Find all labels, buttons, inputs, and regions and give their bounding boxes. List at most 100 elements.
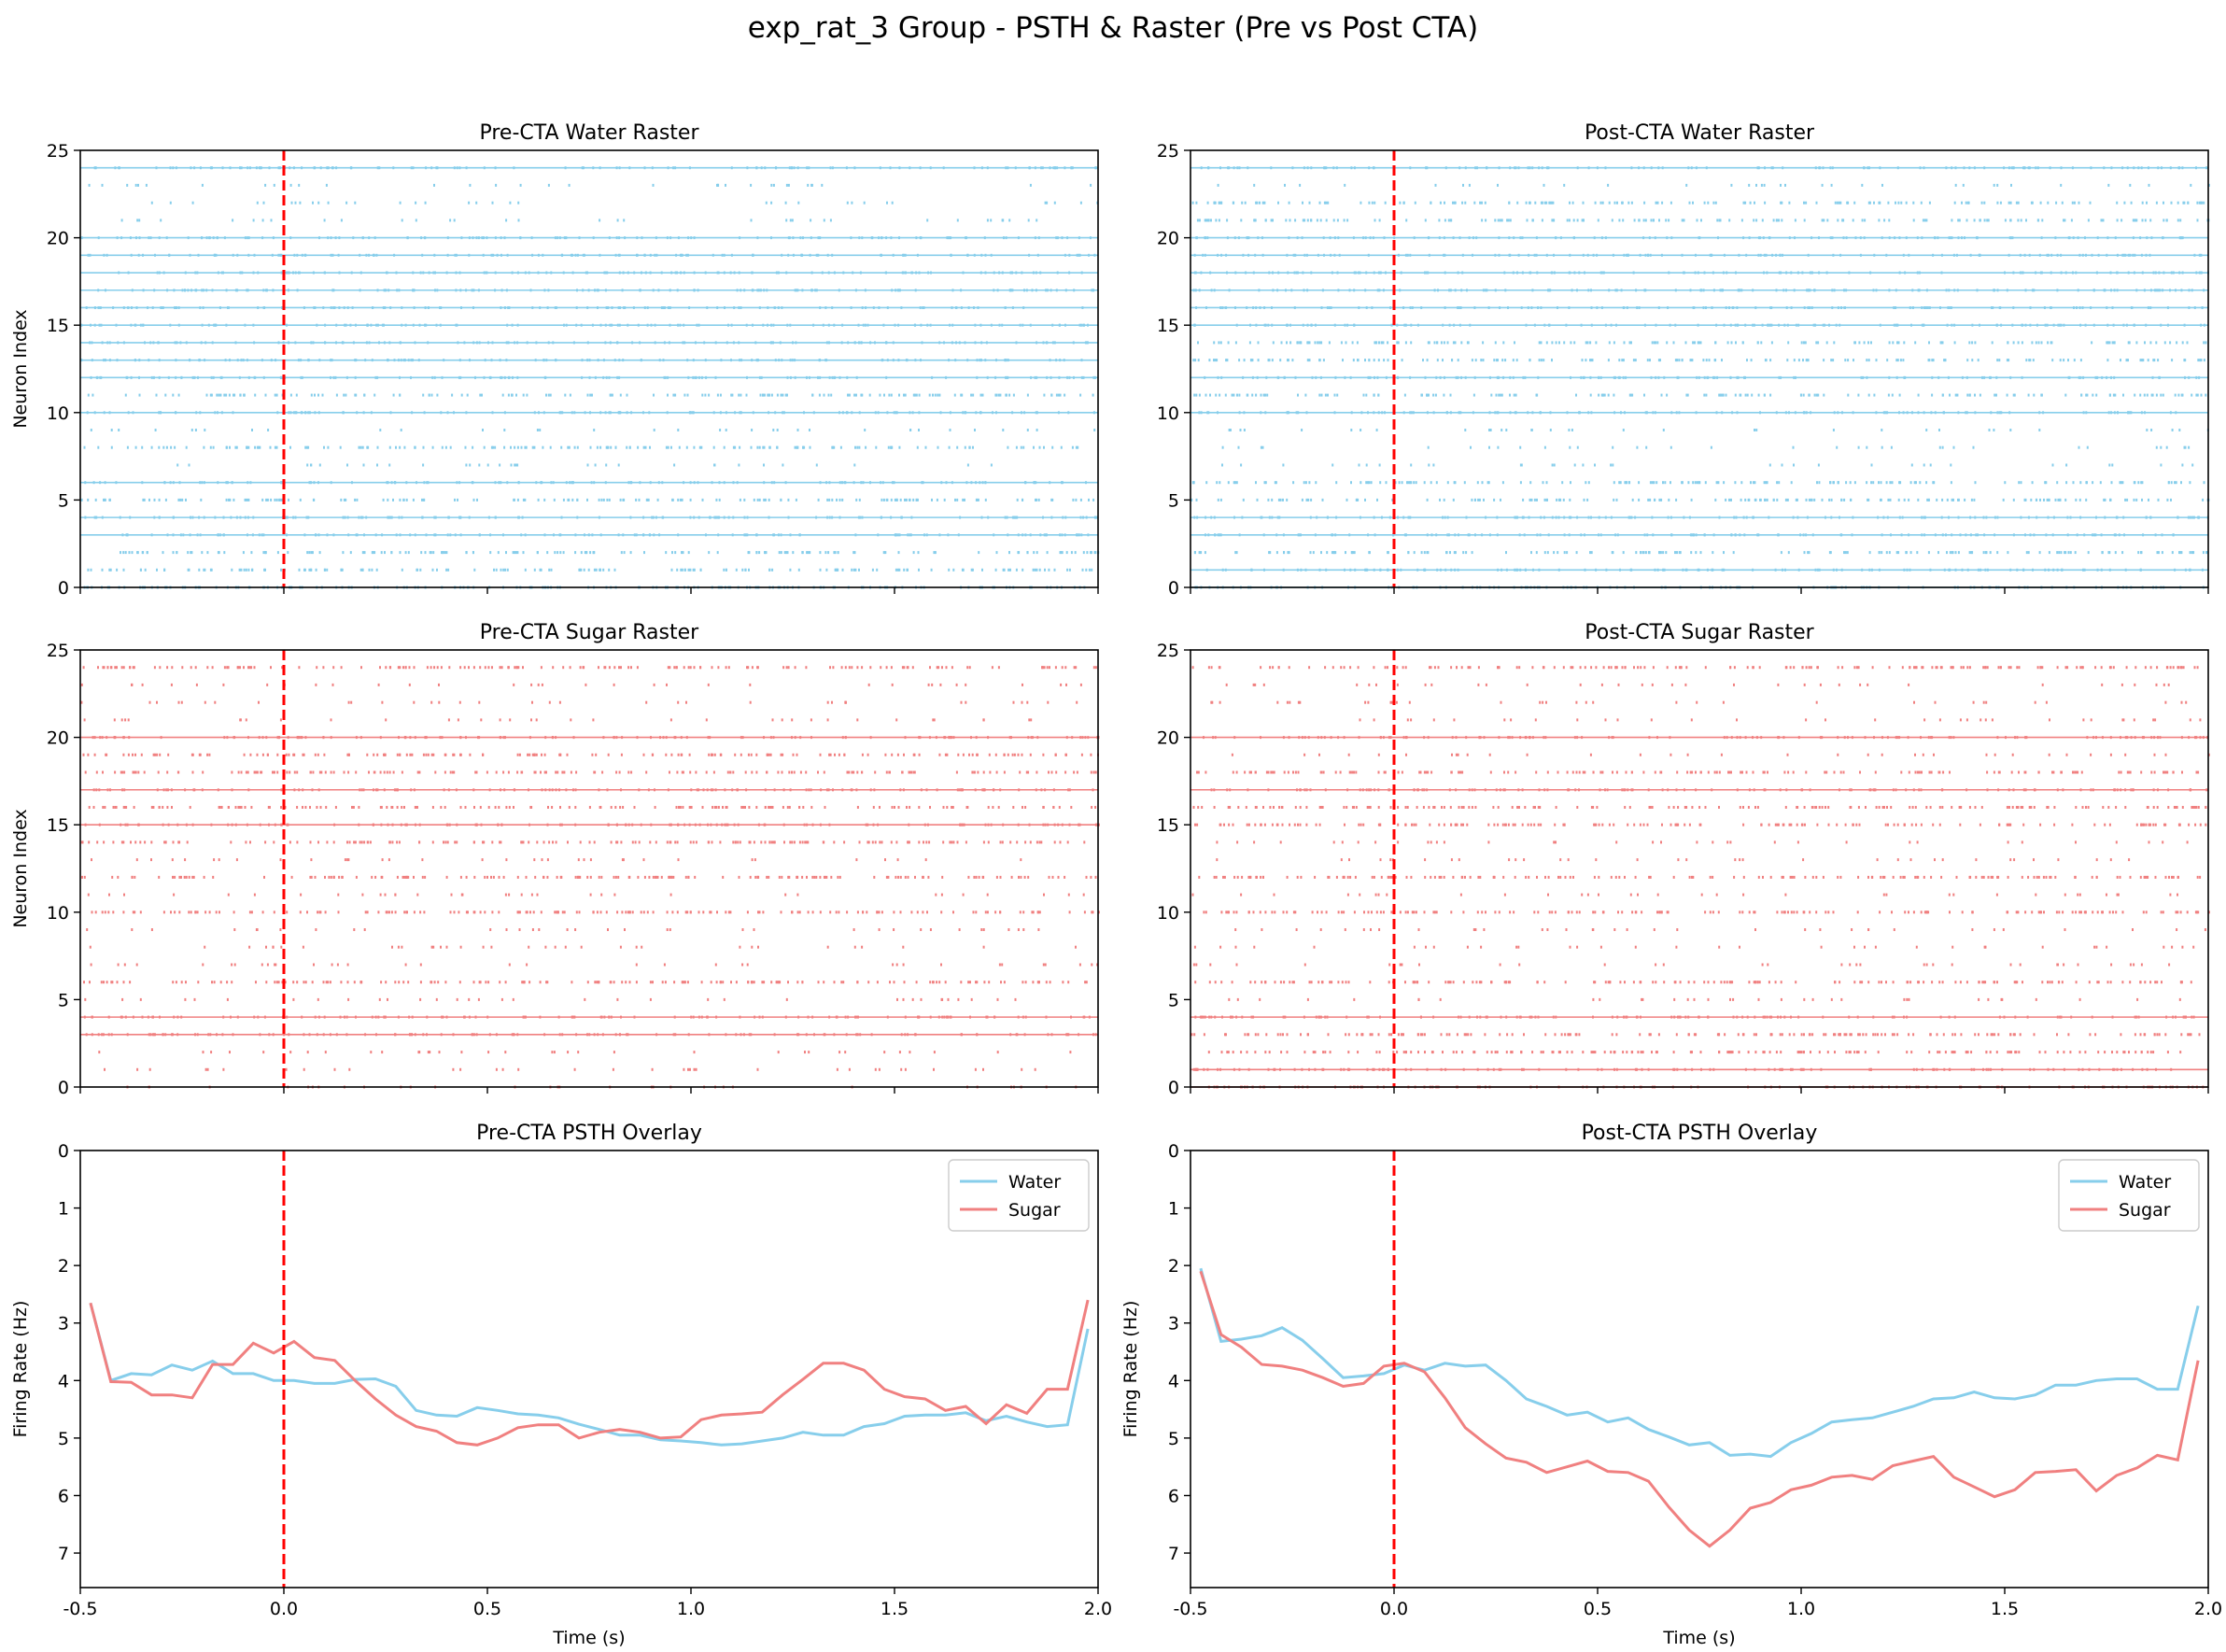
spike-mark — [734, 445, 737, 449]
spike-mark — [210, 375, 213, 379]
spike-mark — [1945, 166, 1948, 170]
spike-mark — [89, 341, 92, 345]
spike-mark — [1768, 515, 1770, 519]
spike-mark — [1049, 166, 1051, 170]
spike-mark — [2179, 551, 2182, 555]
spike-mark — [1042, 341, 1045, 345]
spike-mark — [1799, 533, 1802, 537]
spike-mark — [1077, 533, 1079, 537]
spike-mark — [252, 219, 255, 222]
spike-mark — [966, 463, 969, 467]
spike-mark — [1267, 323, 1270, 327]
spike-mark — [318, 463, 321, 467]
spike-mark — [1331, 551, 1333, 555]
spike-mark — [706, 306, 709, 309]
spike-mark — [955, 341, 957, 345]
sparse-row-21 — [120, 219, 1038, 222]
spike-mark — [2157, 498, 2160, 501]
spike-mark — [697, 515, 700, 519]
spike-mark — [788, 166, 791, 170]
spike-mark — [592, 551, 595, 555]
spike-mark — [1283, 551, 1286, 555]
spike-mark — [412, 289, 414, 292]
spike-mark — [664, 375, 667, 379]
spike-mark — [1081, 568, 1084, 572]
spike-mark — [1014, 166, 1017, 170]
spike-mark — [531, 445, 534, 449]
spike-mark — [748, 568, 750, 572]
spike-mark — [312, 498, 315, 501]
spike-mark — [108, 498, 111, 501]
spike-mark — [1587, 515, 1590, 519]
spike-mark — [831, 375, 834, 379]
spike-mark — [1666, 393, 1669, 397]
spike-mark — [310, 481, 313, 485]
spike-mark — [286, 323, 288, 327]
spike-mark — [882, 323, 885, 327]
spike-mark — [285, 271, 288, 275]
spike-mark — [1495, 393, 1498, 397]
spike-mark — [618, 359, 621, 362]
spike-mark — [823, 219, 825, 222]
spike-mark — [618, 236, 621, 240]
spike-mark — [847, 341, 850, 345]
spike-mark — [1090, 183, 1092, 187]
spike-mark — [2084, 323, 2087, 327]
spike-mark — [2064, 551, 2066, 555]
spike-mark — [604, 271, 607, 275]
spike-mark — [136, 551, 139, 555]
spike-mark — [756, 289, 759, 292]
spike-mark — [1757, 166, 1760, 170]
spike-mark — [1471, 551, 1473, 555]
spike-mark — [247, 375, 250, 379]
spike-mark — [652, 515, 655, 519]
spike-mark — [1632, 271, 1635, 275]
spike-mark — [1624, 411, 1626, 415]
spike-mark — [300, 411, 303, 415]
spike-mark — [398, 515, 401, 519]
spike-mark — [1744, 393, 1747, 397]
spike-mark — [1350, 166, 1353, 170]
spike-mark — [2112, 393, 2115, 397]
spike-mark — [1036, 498, 1038, 501]
spike-mark — [1695, 533, 1698, 537]
spike-mark — [803, 411, 805, 415]
spike-mark — [975, 481, 978, 485]
spike-mark — [330, 375, 331, 379]
spike-mark — [163, 568, 165, 572]
spike-mark — [1732, 306, 1735, 309]
spike-mark — [1568, 533, 1571, 537]
spike-mark — [344, 515, 346, 519]
spike-mark — [602, 375, 605, 379]
spike-mark — [1740, 498, 1742, 501]
spike-mark — [1079, 498, 1082, 501]
spike-mark — [825, 359, 828, 362]
spike-mark — [1036, 219, 1038, 222]
spike-mark — [247, 236, 249, 240]
spike-mark — [359, 253, 361, 257]
spike-mark — [396, 289, 399, 292]
spike-mark — [1233, 481, 1235, 485]
spike-mark — [2107, 411, 2110, 415]
spike-mark — [150, 375, 153, 379]
spike-mark — [422, 463, 425, 467]
spike-mark — [620, 551, 623, 555]
spike-mark — [2155, 289, 2158, 292]
spike-mark — [2128, 411, 2131, 415]
spike-mark — [323, 445, 325, 449]
spike-mark — [642, 411, 644, 415]
spike-mark — [1994, 515, 1996, 519]
spike-mark — [105, 289, 106, 292]
spike-mark — [993, 271, 995, 275]
spike-mark — [1818, 236, 1820, 240]
spike-mark — [295, 393, 298, 397]
spike-mark — [414, 341, 416, 345]
spike-mark — [516, 271, 519, 275]
spike-mark — [175, 359, 177, 362]
spike-mark — [674, 393, 677, 397]
spike-mark — [2031, 481, 2034, 485]
spike-mark — [502, 533, 504, 537]
spike-mark — [926, 323, 929, 327]
spike-mark — [1332, 551, 1335, 555]
